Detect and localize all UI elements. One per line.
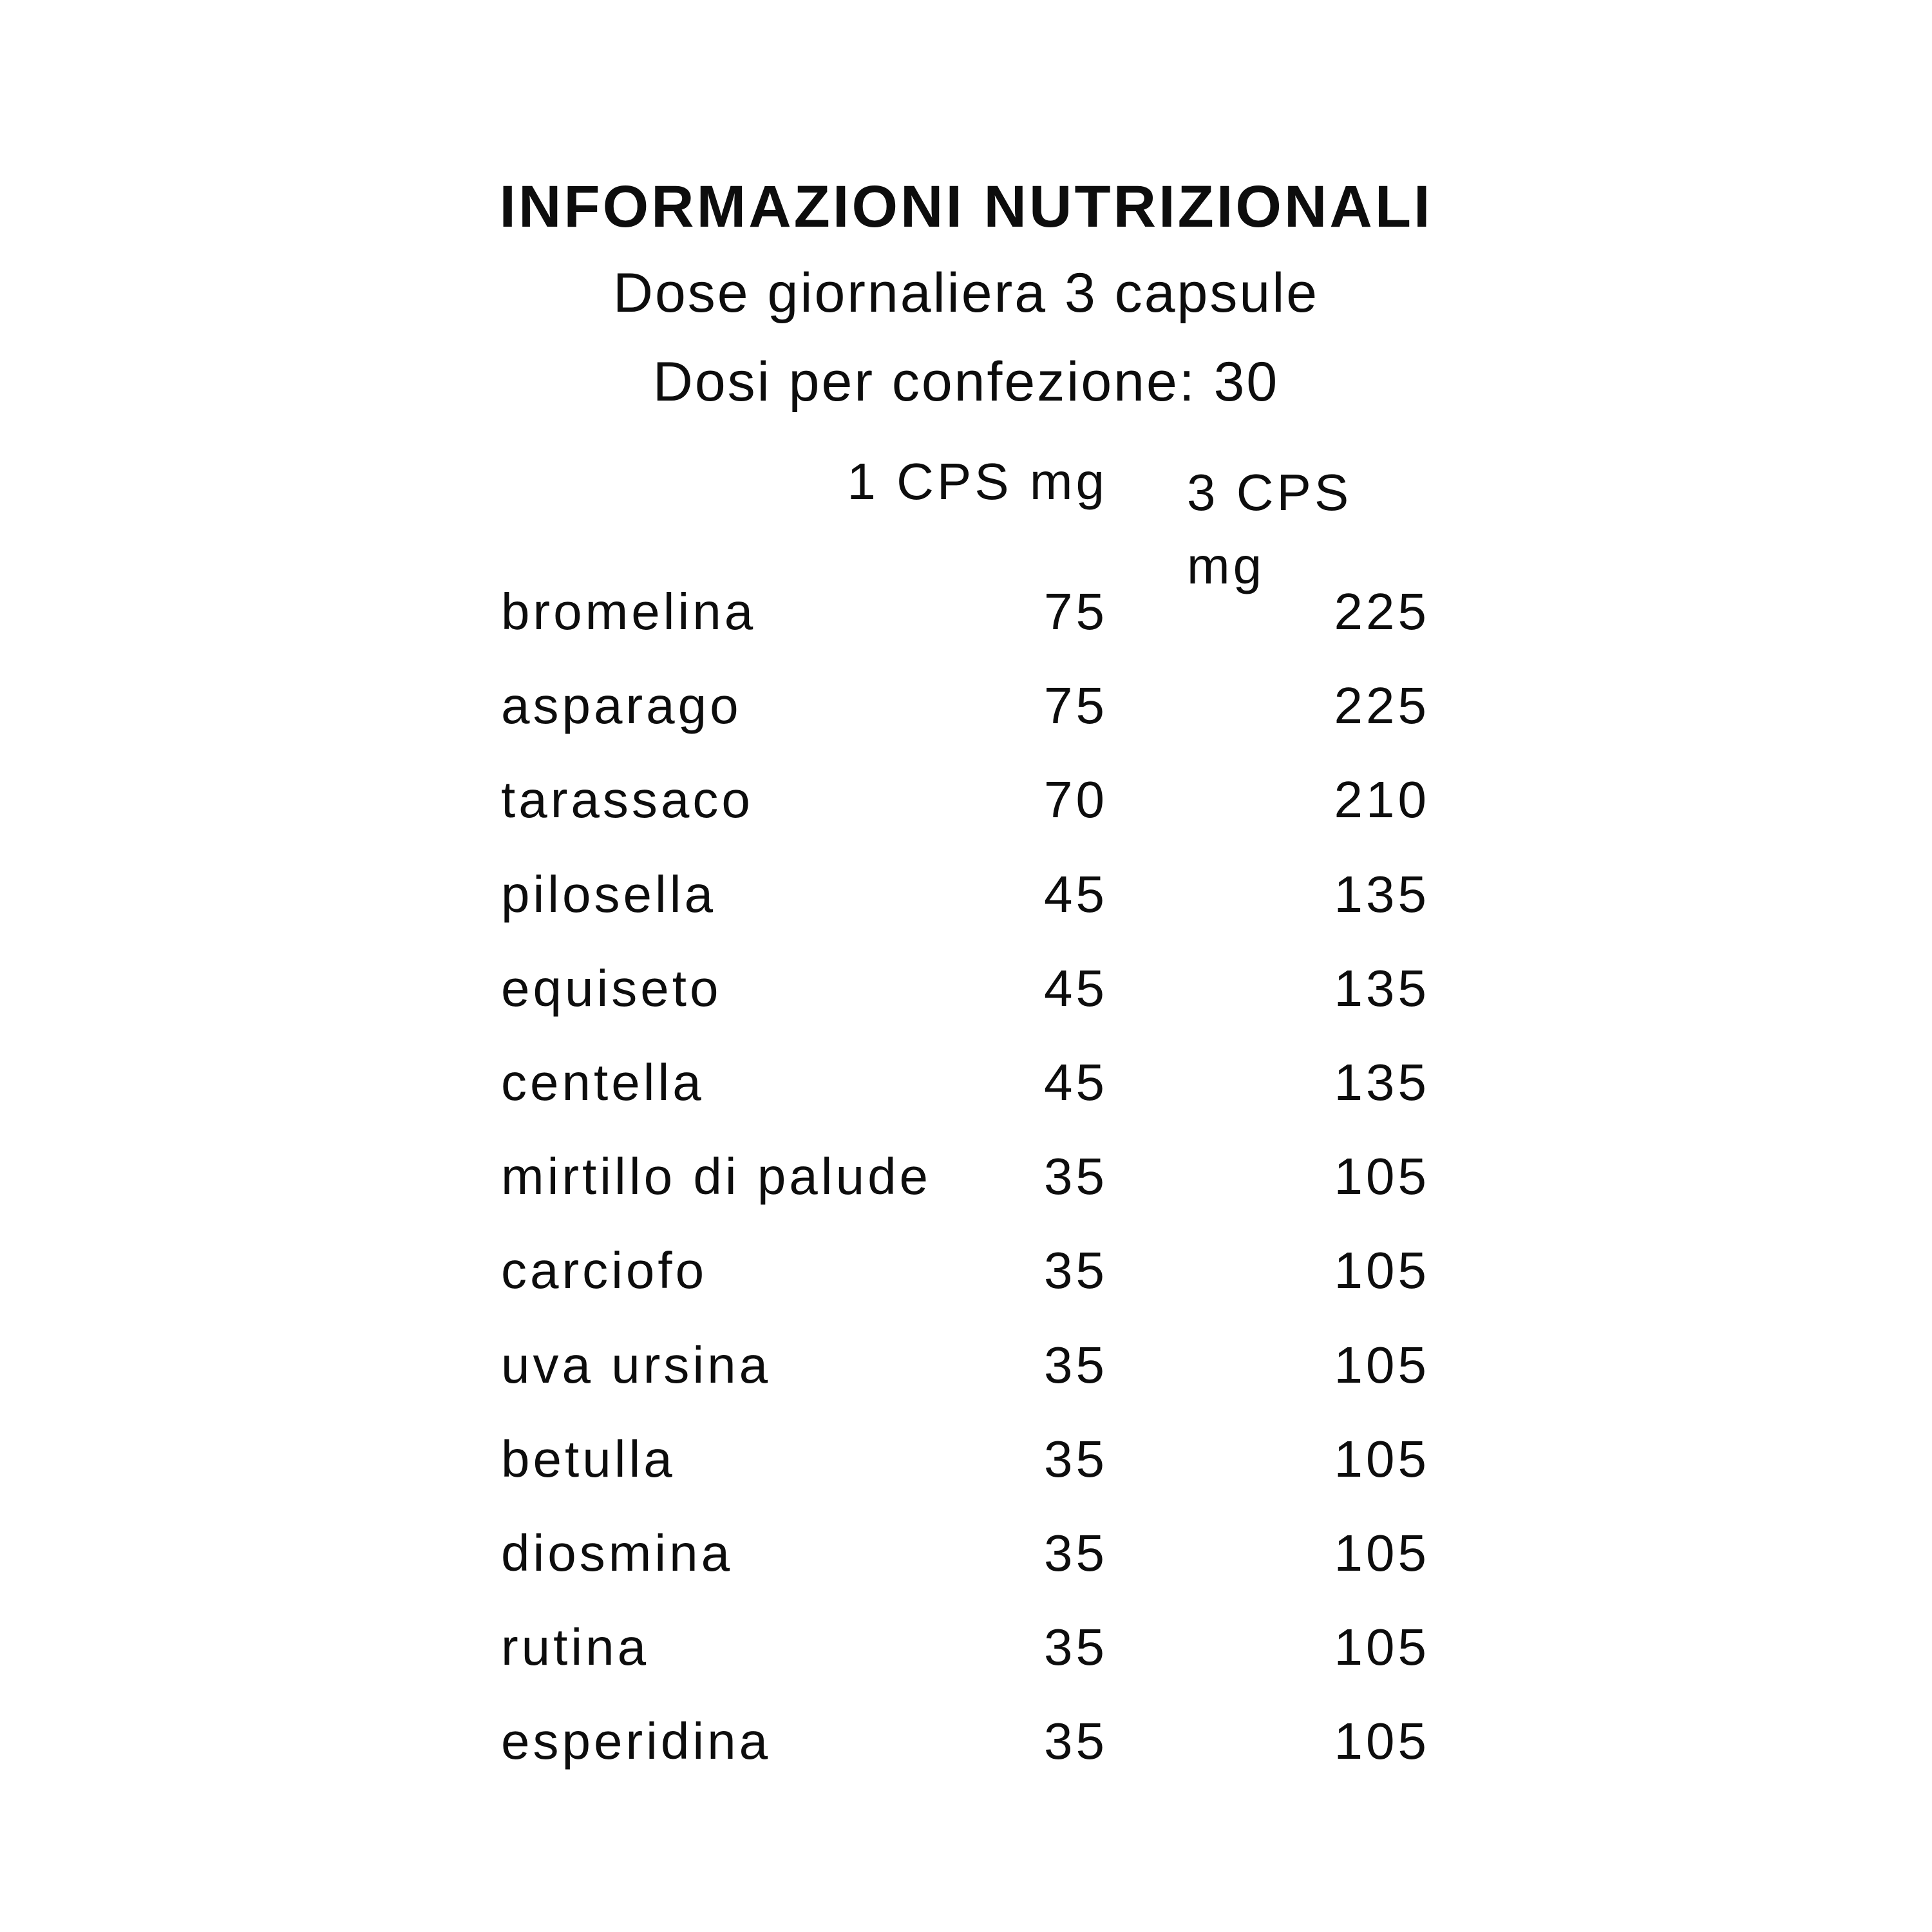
- value-1cps: 35: [1044, 1618, 1108, 1676]
- ingredient-name: tarassaco: [501, 771, 753, 829]
- value-3cps: 105: [1334, 1430, 1430, 1488]
- table-row: equiseto 45 135: [501, 959, 1430, 1017]
- ingredient-name: uva ursina: [501, 1336, 772, 1394]
- table-row: betulla 35 105: [501, 1430, 1430, 1488]
- ingredient-name: diosmina: [501, 1524, 734, 1582]
- value-3cps: 135: [1334, 865, 1430, 923]
- value-1cps: 45: [1044, 959, 1108, 1017]
- ingredient-name: esperidina: [501, 1712, 772, 1770]
- value-1cps: 35: [1044, 1148, 1108, 1206]
- value-1cps: 35: [1044, 1712, 1108, 1770]
- table-row: esperidina 35 105: [501, 1716, 1430, 1767]
- value-1cps: 35: [1044, 1336, 1108, 1394]
- ingredient-name: equiseto: [501, 959, 722, 1017]
- table-row: rutina 35 105: [501, 1622, 1430, 1673]
- value-1cps: 75: [1044, 677, 1108, 735]
- table-row: mirtillo di palude 35 105: [501, 1151, 1430, 1202]
- value-3cps: 105: [1334, 1336, 1430, 1394]
- table-row: pilosella 45 135: [501, 865, 1430, 923]
- value-3cps: 225: [1334, 583, 1430, 640]
- page-title: INFORMAZIONI NUTRIZIONALI: [499, 174, 1433, 240]
- table-row: uva ursina 35 105: [501, 1336, 1430, 1394]
- value-1cps: 35: [1044, 1524, 1108, 1582]
- table-row: bromelina 75 225: [501, 586, 1430, 638]
- value-1cps: 70: [1044, 771, 1108, 829]
- column-header-3cps: 3 CPS mg: [1187, 464, 1352, 594]
- ingredient-name: betulla: [501, 1430, 676, 1488]
- ingredient-name: carciofo: [501, 1242, 708, 1300]
- daily-dose-line: Dose giornaliera 3 capsule: [612, 262, 1320, 324]
- value-1cps: 45: [1044, 1054, 1108, 1111]
- value-1cps: 35: [1044, 1430, 1108, 1488]
- ingredient-name: rutina: [501, 1618, 650, 1676]
- ingredient-name: asparago: [501, 677, 742, 735]
- value-1cps: 35: [1044, 1242, 1108, 1300]
- value-3cps: 225: [1334, 677, 1430, 735]
- table-row: asparago 75 225: [501, 680, 1430, 732]
- column-header-1cps: 1 CPS mg: [847, 453, 1108, 510]
- table-row: centella 45 135: [501, 1057, 1430, 1108]
- table-row: carciofo 35 105: [501, 1245, 1430, 1296]
- table-row: tarassaco 70 210: [501, 774, 1430, 826]
- value-3cps: 105: [1334, 1242, 1430, 1300]
- value-1cps: 75: [1044, 583, 1108, 640]
- value-3cps: 210: [1334, 771, 1430, 829]
- value-3cps: 105: [1334, 1712, 1430, 1770]
- value-3cps: 135: [1334, 959, 1430, 1017]
- table-row: diosmina 35 105: [501, 1528, 1430, 1579]
- ingredient-name: pilosella: [501, 865, 717, 923]
- servings-per-pack-line: Dosi per confezione: 30: [652, 351, 1280, 413]
- value-3cps: 135: [1334, 1054, 1430, 1111]
- value-1cps: 45: [1044, 865, 1108, 923]
- value-3cps: 105: [1334, 1524, 1430, 1582]
- ingredient-name: bromelina: [501, 583, 757, 640]
- ingredient-name: centella: [501, 1054, 705, 1111]
- ingredient-name: mirtillo di palude: [501, 1148, 932, 1206]
- value-3cps: 105: [1334, 1618, 1430, 1676]
- value-3cps: 105: [1334, 1148, 1430, 1206]
